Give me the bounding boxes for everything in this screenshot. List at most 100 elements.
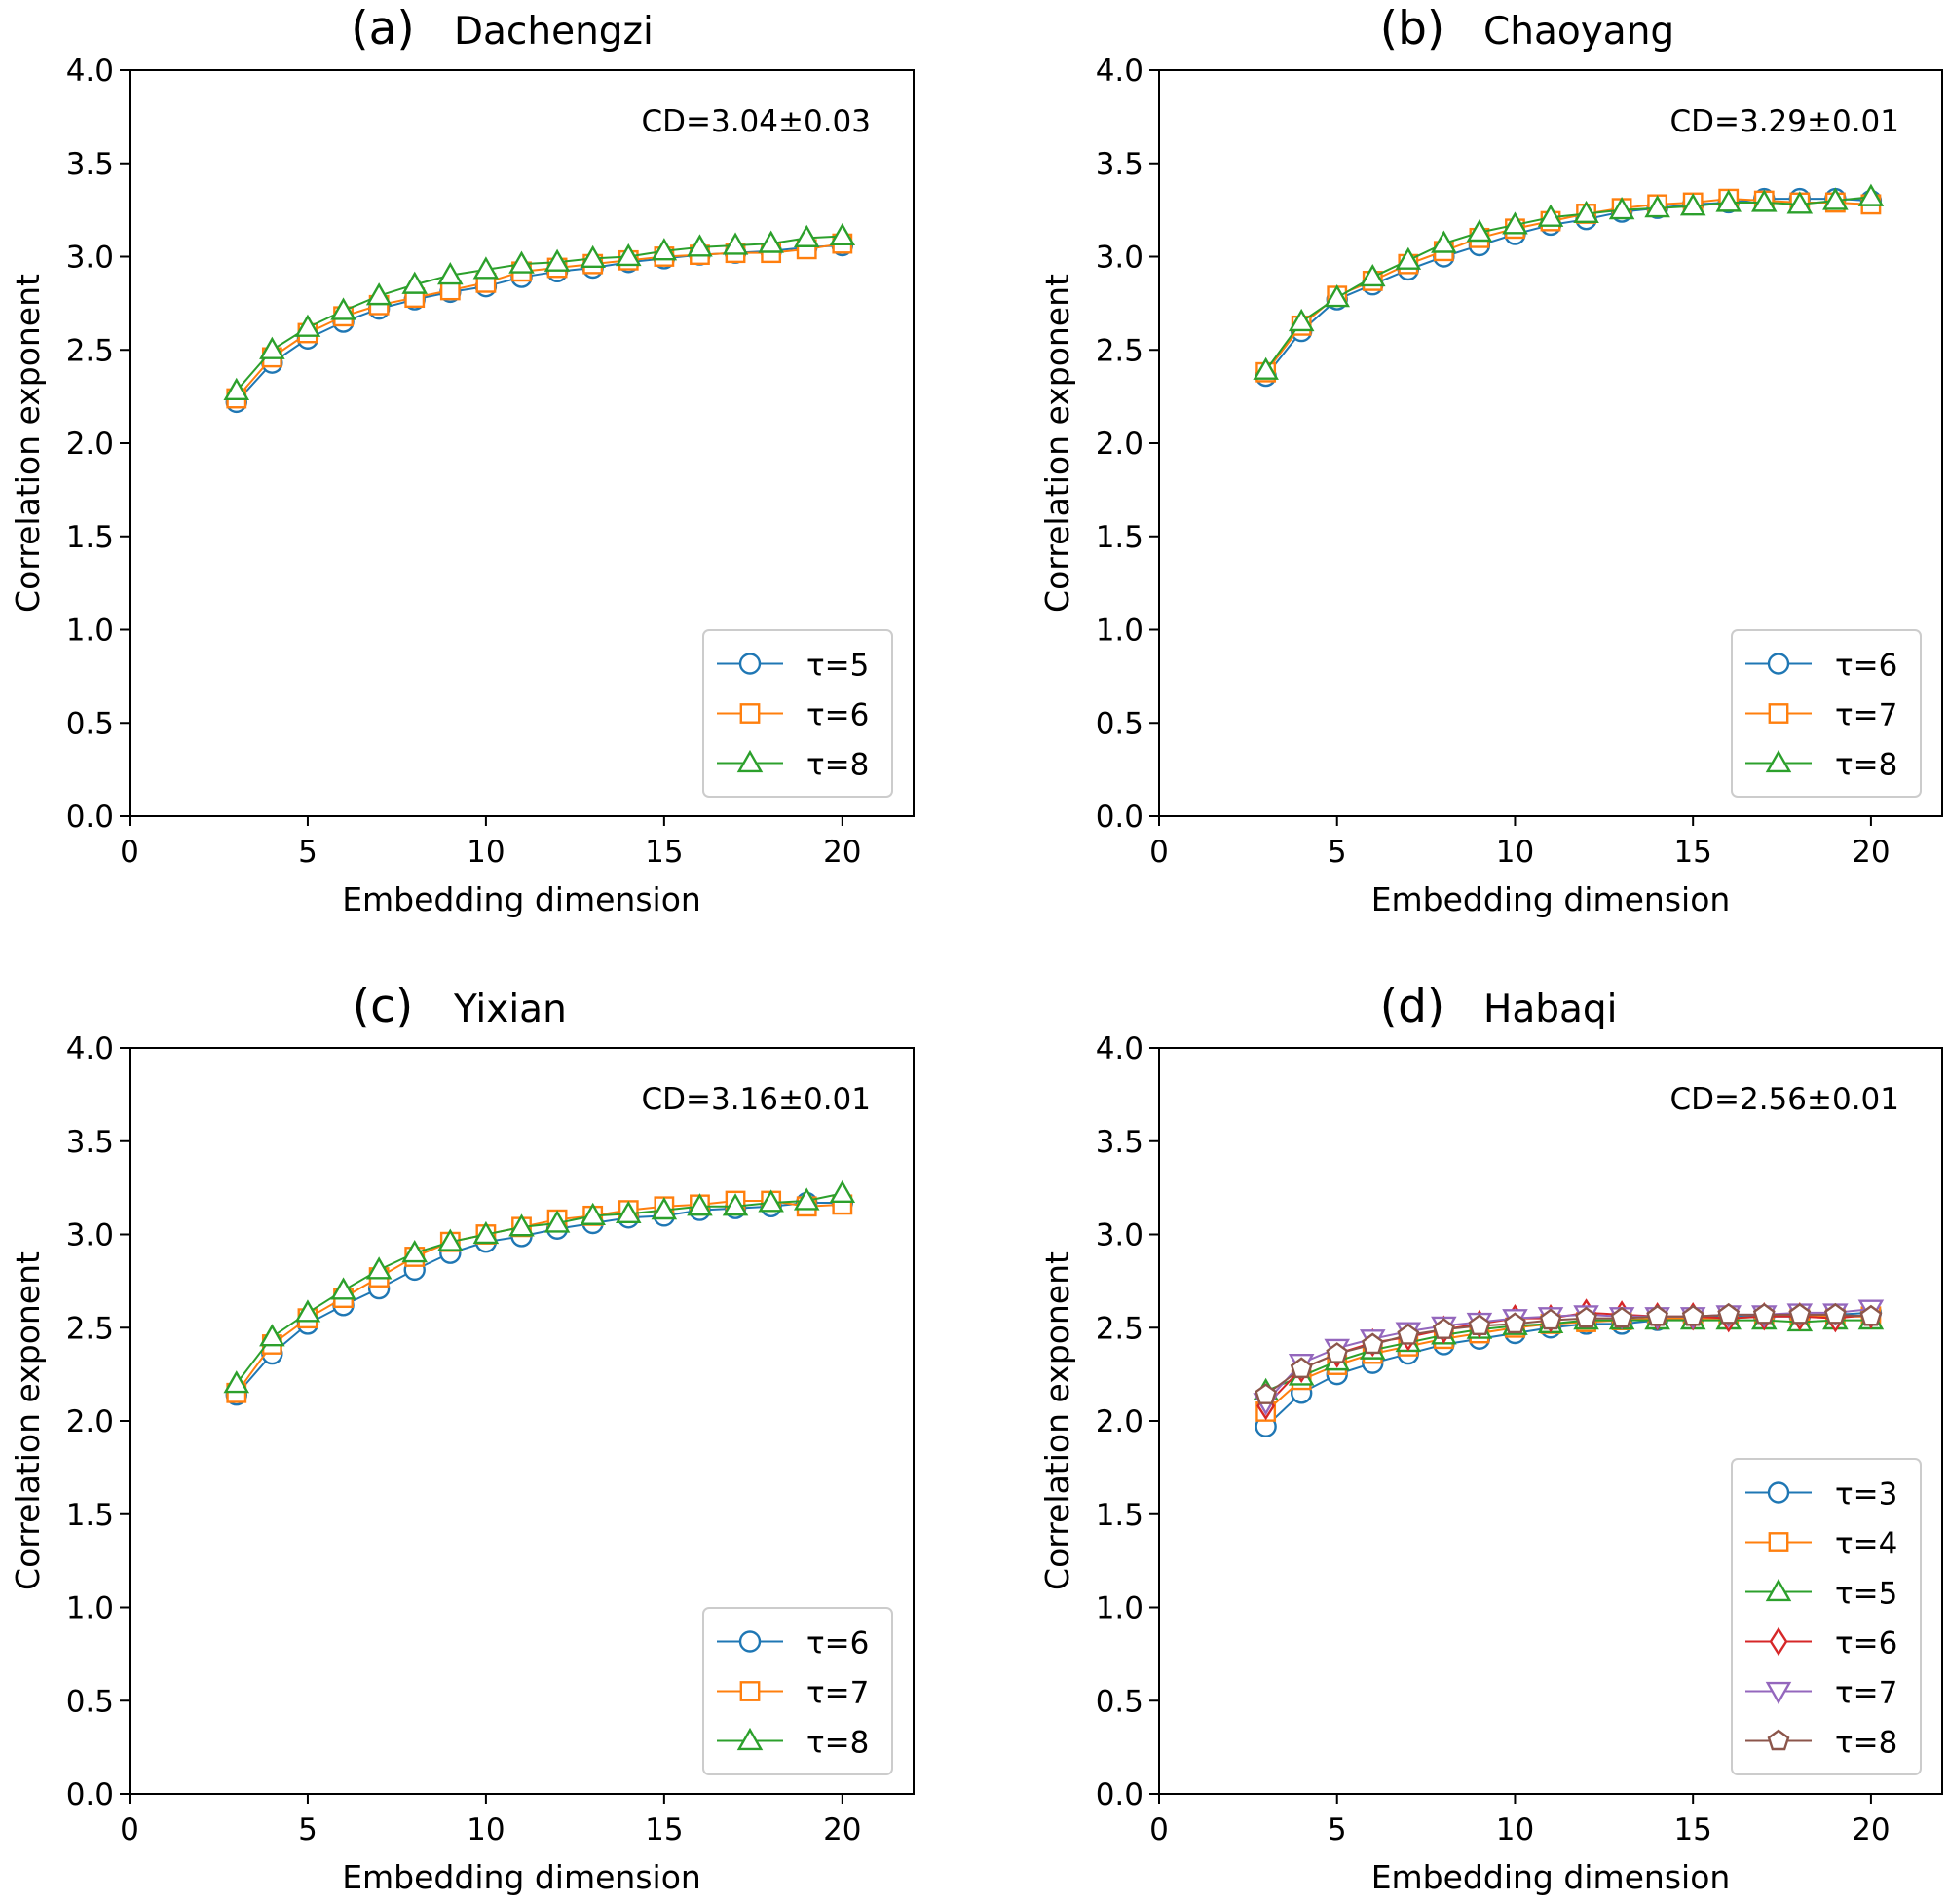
legend-entry: τ=8	[717, 748, 869, 783]
series-τ=6	[1256, 1298, 1881, 1421]
data-point	[437, 262, 464, 285]
legend-label: τ=8	[1835, 748, 1897, 783]
series-τ=8	[1253, 183, 1885, 380]
x-tick-label: 10	[467, 835, 505, 870]
data-point	[616, 243, 642, 267]
x-tick-label: 10	[1496, 835, 1534, 870]
legend-label: τ=5	[1835, 1577, 1897, 1612]
x-tick-label: 5	[298, 1812, 318, 1848]
legend-marker	[1768, 703, 1789, 724]
legend-label: τ=8	[806, 748, 869, 783]
legend-entry: τ=4	[1745, 1527, 1897, 1562]
legend-label: τ=6	[1835, 649, 1897, 684]
legend-marker	[1765, 1681, 1792, 1705]
legend-label: τ=3	[1835, 1477, 1897, 1512]
y-tick-label: 2.0	[66, 1404, 114, 1439]
x-tick-label: 20	[1852, 1812, 1890, 1848]
legend-entry: τ=3	[1745, 1477, 1897, 1512]
data-point	[1502, 211, 1528, 235]
legend: τ=6 τ=7 τ=8	[702, 1607, 893, 1775]
y-tick-label: 4.0	[1096, 54, 1143, 89]
data-point	[508, 1213, 535, 1237]
data-point	[1786, 191, 1814, 214]
data-point	[1608, 197, 1635, 220]
data-point	[401, 271, 428, 294]
legend-label: τ=7	[1835, 1676, 1897, 1711]
legend: τ=5 τ=6 τ=8	[702, 629, 893, 798]
panel-label: (a)	[351, 2, 414, 56]
data-point	[1466, 218, 1493, 243]
x-tick-label: 15	[645, 835, 683, 870]
legend-marker	[1765, 749, 1792, 773]
data-point	[259, 1324, 285, 1347]
panel-title: Habaqi	[1483, 988, 1617, 1031]
y-tick-label: 2.0	[1096, 1404, 1143, 1439]
legend-marker	[738, 1630, 762, 1653]
data-point	[1573, 200, 1599, 224]
data-point	[651, 238, 678, 261]
x-tick-label: 10	[467, 1812, 505, 1848]
data-point	[793, 224, 820, 247]
y-tick-label: 1.5	[1096, 1498, 1143, 1533]
legend-marker	[739, 1681, 761, 1701]
y-tick-label: 3.5	[1096, 147, 1143, 182]
legend-entry: τ=8	[717, 1726, 869, 1761]
data-point	[1788, 1302, 1812, 1325]
legend-entry: τ=7	[1745, 1676, 1897, 1711]
data-point	[722, 1193, 749, 1216]
y-tick-label: 0.0	[1096, 800, 1143, 835]
y-tick-label: 1.5	[1096, 520, 1143, 555]
data-point	[437, 1228, 464, 1251]
legend-entry: τ=5	[1745, 1577, 1897, 1612]
data-point	[543, 248, 571, 272]
data-point	[1326, 1342, 1349, 1363]
y-axis-label: Correlation exponent	[9, 274, 47, 613]
y-tick-label: 1.0	[1096, 1591, 1143, 1626]
y-tick-label: 2.5	[1096, 1311, 1143, 1346]
y-tick-label: 0.0	[66, 800, 114, 835]
data-point	[294, 314, 321, 337]
data-point	[1823, 1302, 1847, 1325]
data-point	[1751, 189, 1778, 212]
data-point	[1679, 193, 1706, 216]
data-point	[330, 297, 356, 320]
y-tick-label: 1.5	[66, 520, 114, 555]
series-line	[236, 235, 843, 392]
legend-marker	[1768, 1532, 1789, 1552]
x-tick-label: 15	[1673, 1812, 1711, 1848]
y-tick-label: 0.5	[66, 1684, 114, 1719]
data-point	[1610, 1306, 1633, 1328]
series-line	[1264, 1311, 1871, 1428]
x-tick-label: 20	[823, 835, 861, 870]
series-line	[236, 1201, 843, 1396]
data-point	[365, 1256, 393, 1280]
series-τ=8	[1255, 1302, 1883, 1404]
data-point	[1752, 1302, 1776, 1325]
data-point	[829, 1179, 856, 1203]
legend-label: τ=6	[1835, 1626, 1897, 1661]
x-axis-label: Embedding dimension	[1371, 880, 1731, 918]
data-point	[259, 336, 285, 359]
x-tick-label: 5	[1328, 1812, 1347, 1848]
data-point	[616, 1200, 642, 1224]
data-point	[1397, 1323, 1420, 1345]
x-tick-label: 5	[1328, 835, 1347, 870]
y-tick-label: 3.0	[66, 1218, 114, 1253]
chart-panel-d: 0.0 0.5 1.0 1.5 2.0 2.5 3.0 3.5 4.0 0 5 10 15 20 Embed…	[1038, 980, 1943, 1896]
data-point	[793, 1187, 820, 1211]
panel-title: Dachengzi	[454, 10, 654, 54]
y-tick-label: 1.0	[66, 614, 114, 649]
legend-entry: τ=8	[1745, 748, 1897, 783]
x-axis-label: Embedding dimension	[342, 880, 701, 918]
data-point	[722, 232, 749, 255]
series-line	[1265, 1319, 1871, 1393]
legend-entry: τ=6	[717, 1626, 869, 1661]
legend-marker	[1767, 653, 1790, 675]
legend-marker	[736, 1727, 764, 1751]
data-point	[687, 1193, 713, 1216]
panel-label: (b)	[1380, 2, 1445, 56]
data-point	[1255, 1383, 1278, 1404]
legend-entry: τ=5	[717, 649, 869, 684]
y-tick-label: 3.0	[66, 241, 114, 276]
legend-marker	[1765, 1578, 1792, 1602]
